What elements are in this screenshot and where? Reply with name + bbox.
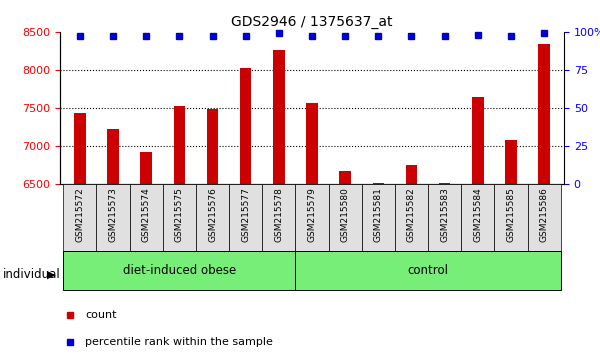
Text: GSM215573: GSM215573 [109,188,118,242]
Text: GSM215579: GSM215579 [308,188,317,242]
FancyBboxPatch shape [229,184,262,251]
Bar [207,109,218,184]
Text: GSM215581: GSM215581 [374,188,383,242]
Bar [140,152,152,184]
Bar [107,129,119,184]
Text: GSM215584: GSM215584 [473,188,482,242]
Text: GSM215572: GSM215572 [76,188,85,242]
FancyBboxPatch shape [362,184,395,251]
Text: GSM215582: GSM215582 [407,188,416,242]
Text: GSM215586: GSM215586 [539,188,548,242]
Text: diet-induced obese: diet-induced obese [123,264,236,277]
Bar [74,113,86,184]
Bar [306,103,318,184]
Bar [240,68,251,184]
Text: GSM215576: GSM215576 [208,188,217,242]
Title: GDS2946 / 1375637_at: GDS2946 / 1375637_at [231,16,393,29]
Text: GSM215577: GSM215577 [241,188,250,242]
Bar [406,165,417,184]
Bar [538,44,550,184]
Bar [439,183,451,184]
Text: GSM215578: GSM215578 [274,188,283,242]
Bar [505,140,517,184]
Text: control: control [407,264,449,277]
FancyBboxPatch shape [163,184,196,251]
FancyBboxPatch shape [329,184,362,251]
FancyBboxPatch shape [130,184,163,251]
Text: GSM215585: GSM215585 [506,188,515,242]
FancyBboxPatch shape [97,184,130,251]
FancyBboxPatch shape [64,184,97,251]
FancyBboxPatch shape [196,184,229,251]
Bar [340,171,351,184]
Bar [373,183,384,184]
Bar [472,97,484,184]
Text: count: count [85,310,116,320]
Text: GSM215580: GSM215580 [341,188,350,242]
Text: GSM215574: GSM215574 [142,188,151,242]
Bar [173,107,185,184]
FancyBboxPatch shape [395,184,428,251]
FancyBboxPatch shape [262,184,295,251]
FancyBboxPatch shape [527,184,560,251]
FancyBboxPatch shape [494,184,527,251]
FancyBboxPatch shape [64,251,295,290]
FancyBboxPatch shape [295,251,560,290]
FancyBboxPatch shape [428,184,461,251]
Text: ▶: ▶ [47,269,55,279]
Text: GSM215583: GSM215583 [440,188,449,242]
Text: GSM215575: GSM215575 [175,188,184,242]
FancyBboxPatch shape [461,184,494,251]
Text: individual: individual [3,268,61,281]
Bar [273,50,284,184]
Text: percentile rank within the sample: percentile rank within the sample [85,337,273,347]
FancyBboxPatch shape [295,184,329,251]
